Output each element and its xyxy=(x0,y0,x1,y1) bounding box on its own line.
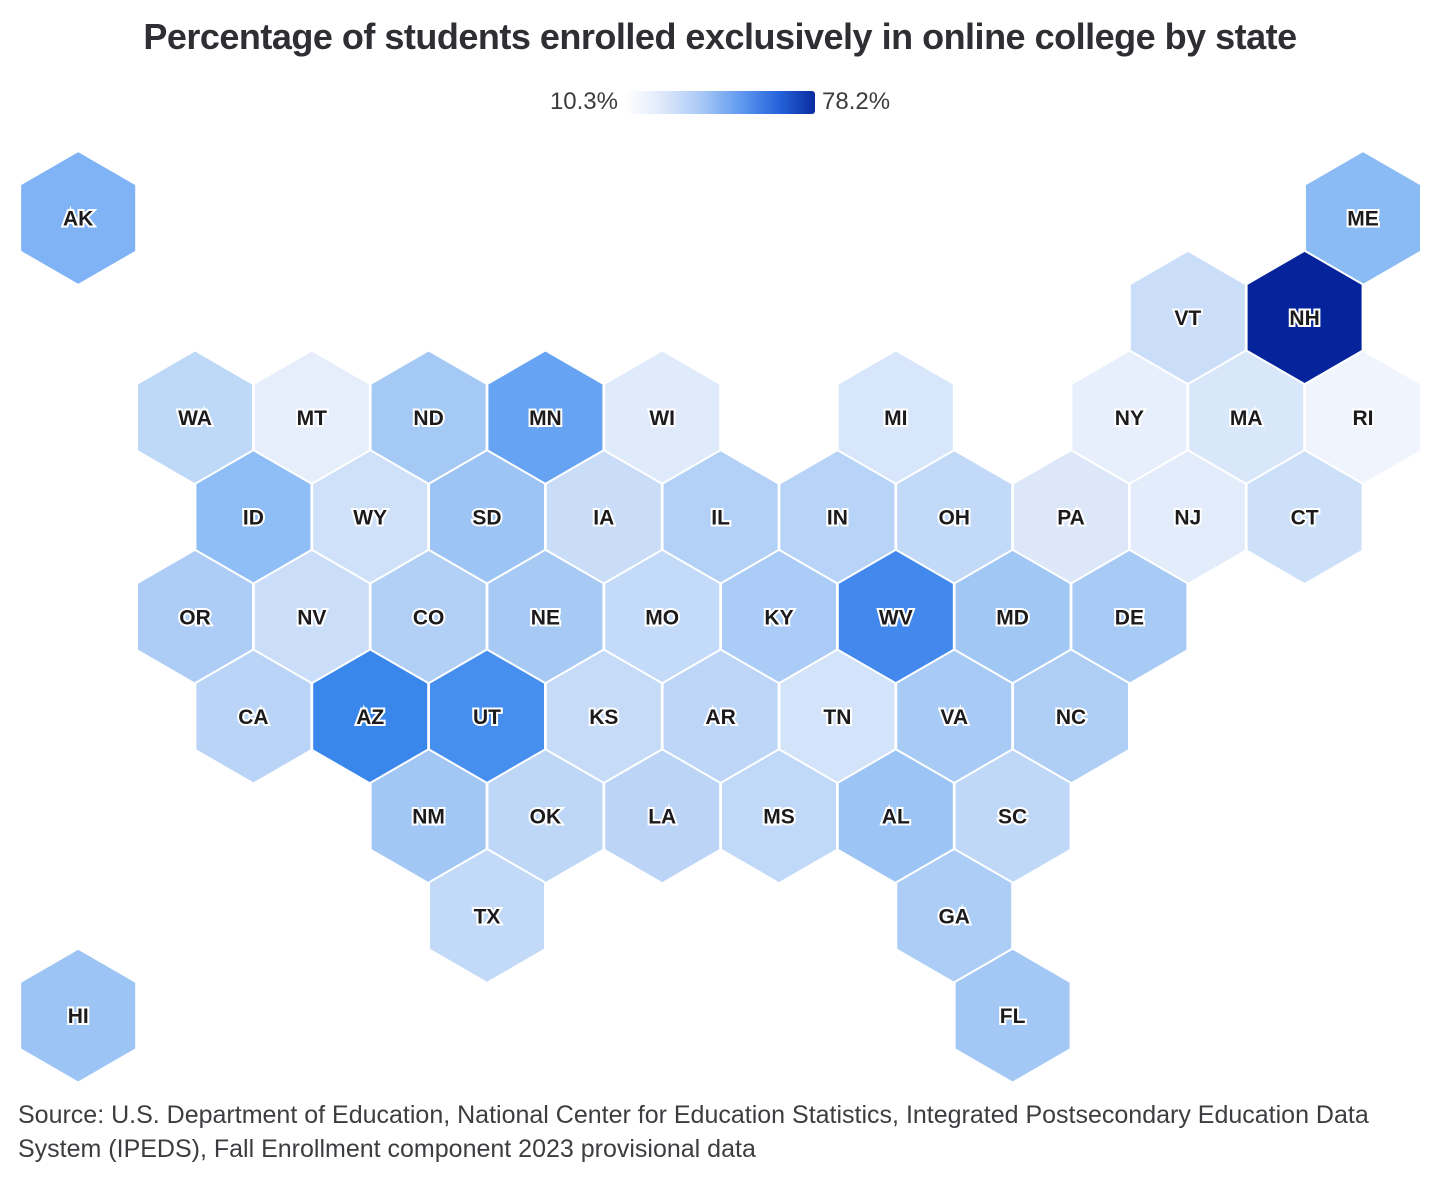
source-note: Source: U.S. Department of Education, Na… xyxy=(18,1101,1369,1164)
state-hex-TX[interactable] xyxy=(428,847,546,984)
legend-gradient-bar xyxy=(625,90,815,114)
state-hex-CT[interactable] xyxy=(1245,449,1364,586)
color-legend: 10.3% 78.2% xyxy=(0,88,1440,116)
legend-min-label: 10.3% xyxy=(549,88,618,115)
state-hex-AK[interactable] xyxy=(19,150,138,286)
chart-title: Percentage of students enrolled exclusiv… xyxy=(143,16,1297,57)
state-hex-HI[interactable] xyxy=(19,947,138,1084)
legend-max-label: 78.2% xyxy=(822,88,891,115)
state-hex-FL[interactable] xyxy=(953,947,1072,1084)
